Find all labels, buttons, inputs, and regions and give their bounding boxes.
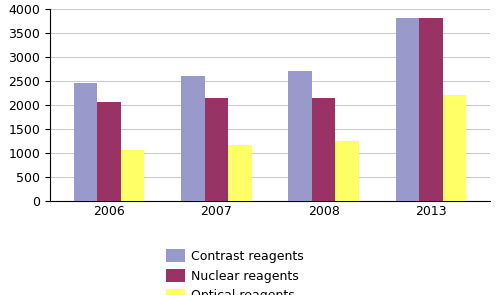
- Bar: [204, 98, 228, 201]
- Bar: [396, 19, 419, 201]
- Bar: [74, 83, 97, 201]
- Bar: [181, 76, 204, 201]
- Bar: [419, 19, 443, 201]
- Bar: [336, 141, 359, 201]
- Bar: [288, 71, 312, 201]
- Bar: [443, 95, 466, 201]
- Bar: [312, 98, 336, 201]
- Bar: [97, 102, 121, 201]
- Legend: Contrast reagents, Nuclear reagents, Optical reagents: Contrast reagents, Nuclear reagents, Opt…: [166, 249, 304, 295]
- Bar: [228, 145, 252, 201]
- Bar: [121, 150, 144, 201]
